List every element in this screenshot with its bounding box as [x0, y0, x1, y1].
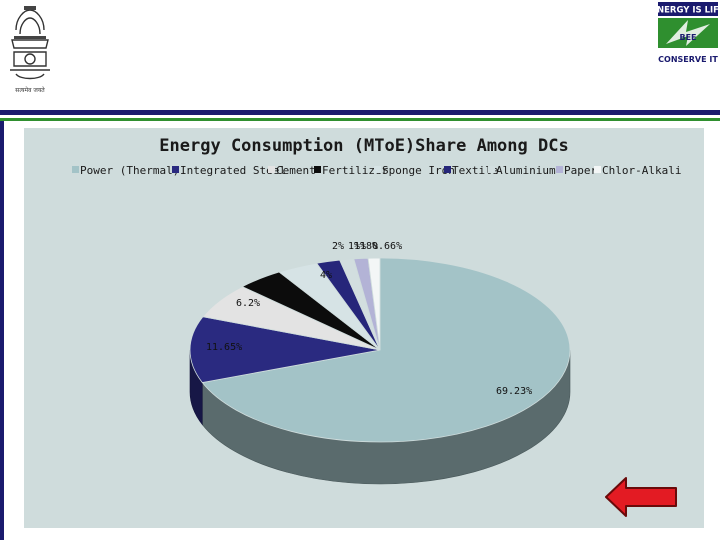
data-label: 1%: [348, 241, 360, 252]
emblem-caption: सत्यमेव जयते: [15, 87, 45, 94]
pie-data-labels: 69.23% 11.65% 6.2% 4% 2% 1%1%18%0.66%: [206, 241, 532, 397]
chart-title: Energy Consumption (MToE)Share Among DCs: [159, 136, 569, 156]
legend-item: Fertilizer: [314, 164, 388, 177]
legend-swatch: [594, 166, 601, 173]
logo-text-mid: BEE: [679, 33, 696, 42]
header-rule-green: [0, 118, 720, 121]
pie-slices: [189, 257, 571, 443]
legend-item: Chlor-Alkali: [594, 164, 681, 177]
header-rule-blue: [0, 110, 720, 115]
logo-text-top: ENERGY IS LIFE: [656, 6, 720, 16]
pie-slice-chlor-alkali: [367, 257, 381, 351]
data-label: 18%: [360, 241, 378, 252]
legend-label: Chlor-Alkali: [602, 164, 682, 177]
left-accent-bar: [0, 121, 4, 540]
legend-label: Fertilizer: [322, 164, 389, 177]
data-label: 11.65%: [206, 342, 242, 353]
legend-swatch: [488, 166, 495, 173]
legend-label: Cement: [276, 164, 316, 177]
left-arrow-icon[interactable]: [604, 476, 678, 518]
data-label: 69.23%: [496, 386, 532, 397]
legend-item: Integrated Steel: [172, 164, 286, 177]
pie-slice-integrated-steel: [189, 316, 381, 383]
legend-item: Aluminium: [488, 164, 556, 177]
data-label: 1%: [354, 241, 366, 252]
legend-swatch: [374, 166, 381, 173]
legend-label: Power (Thermal): [80, 164, 180, 177]
legend-swatch: [556, 166, 563, 173]
pie-slice-power-thermal-: [201, 257, 571, 443]
legend-item: Cement: [268, 164, 316, 177]
legend-item: Sponge Iron: [374, 164, 455, 177]
legend-swatch: [314, 166, 321, 173]
bee-logo: ENERGY IS LIFE BEE CONSERVE IT: [656, 0, 720, 68]
legend-label: Sponge Iron: [382, 164, 455, 177]
national-emblem-logo: [10, 6, 50, 80]
legend-label: Aluminium: [496, 164, 556, 177]
legend-swatch: [172, 166, 179, 173]
chart-legend: Power (Thermal) Integrated Steel Cement Fer…: [24, 164, 704, 178]
legend-item: Textile: [444, 164, 498, 177]
chart-area: Energy Consumption (MToE)Share Among DCs…: [24, 128, 704, 528]
legend-item: Power (Thermal): [72, 164, 179, 177]
legend-swatch: [72, 166, 79, 173]
pie-chart: 69.23% 11.65% 6.2% 4% 2% 1%1%18%0.66%: [189, 241, 571, 485]
data-label: 0.66%: [372, 241, 402, 252]
data-label: 4%: [320, 270, 332, 281]
legend-label: Integrated Steel: [180, 164, 286, 177]
legend-label: Textile: [452, 164, 499, 177]
legend-item: Paper: [556, 164, 597, 177]
data-label: 2%: [332, 241, 344, 252]
legend-label: Paper: [564, 164, 598, 177]
data-label: 6.2%: [236, 298, 260, 309]
logo-text-bottom: CONSERVE IT: [658, 55, 718, 64]
legend-swatch: [268, 166, 275, 173]
legend-swatch: [444, 166, 451, 173]
